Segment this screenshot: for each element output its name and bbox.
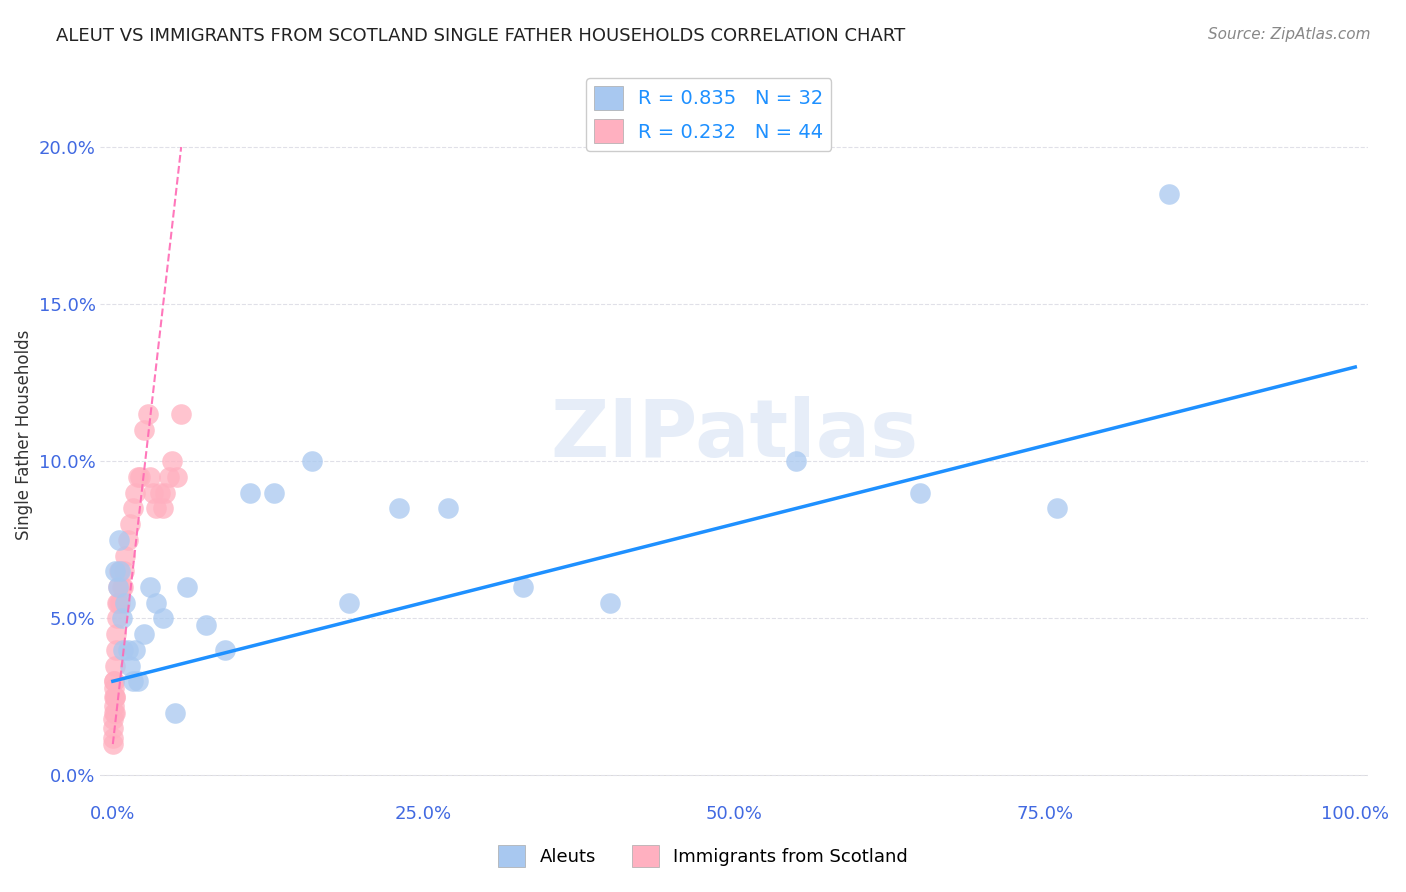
Point bbox=[170, 407, 193, 421]
Point bbox=[136, 407, 159, 421]
Point bbox=[103, 674, 125, 689]
Point bbox=[124, 485, 146, 500]
Point bbox=[153, 485, 176, 500]
Point bbox=[103, 706, 125, 720]
Point bbox=[163, 706, 186, 720]
Point bbox=[107, 580, 129, 594]
Point bbox=[214, 642, 236, 657]
Point bbox=[1046, 501, 1069, 516]
Point bbox=[145, 596, 167, 610]
Point bbox=[103, 699, 125, 714]
Point bbox=[104, 706, 127, 720]
Point bbox=[110, 596, 132, 610]
Point bbox=[162, 454, 184, 468]
Point bbox=[195, 617, 218, 632]
Point bbox=[132, 423, 155, 437]
Point bbox=[387, 501, 409, 516]
Text: ZIPatlas: ZIPatlas bbox=[550, 395, 918, 474]
Point bbox=[101, 737, 124, 751]
Point bbox=[103, 731, 125, 745]
Text: Source: ZipAtlas.com: Source: ZipAtlas.com bbox=[1208, 27, 1371, 42]
Point bbox=[152, 501, 174, 516]
Point bbox=[108, 564, 131, 578]
Point bbox=[117, 533, 139, 547]
Point bbox=[142, 485, 165, 500]
Point bbox=[105, 611, 128, 625]
Point bbox=[785, 454, 807, 468]
Point bbox=[149, 485, 172, 500]
Text: ALEUT VS IMMIGRANTS FROM SCOTLAND SINGLE FATHER HOUSEHOLDS CORRELATION CHART: ALEUT VS IMMIGRANTS FROM SCOTLAND SINGLE… bbox=[56, 27, 905, 45]
Point bbox=[108, 533, 131, 547]
Point bbox=[104, 642, 127, 657]
Point bbox=[238, 485, 260, 500]
Point bbox=[103, 722, 125, 736]
Point bbox=[104, 564, 127, 578]
Point bbox=[110, 564, 132, 578]
Point bbox=[121, 674, 143, 689]
Point bbox=[166, 470, 188, 484]
Point bbox=[103, 712, 125, 726]
Point bbox=[127, 674, 149, 689]
Point bbox=[117, 642, 139, 657]
Point bbox=[120, 517, 142, 532]
Point bbox=[104, 658, 127, 673]
Y-axis label: Single Father Households: Single Father Households bbox=[15, 329, 32, 540]
Point bbox=[337, 596, 360, 610]
Point bbox=[107, 580, 129, 594]
Point bbox=[103, 681, 125, 695]
Point bbox=[121, 501, 143, 516]
Point bbox=[104, 690, 127, 704]
Point bbox=[139, 470, 162, 484]
Point bbox=[111, 580, 134, 594]
Point bbox=[103, 690, 125, 704]
Legend: Aleuts, Immigrants from Scotland: Aleuts, Immigrants from Scotland bbox=[491, 838, 915, 874]
Point bbox=[152, 611, 174, 625]
Point bbox=[599, 596, 621, 610]
Point bbox=[127, 470, 149, 484]
Point bbox=[110, 611, 132, 625]
Point bbox=[112, 564, 135, 578]
Point bbox=[1157, 187, 1180, 202]
Point bbox=[110, 580, 132, 594]
Point bbox=[111, 642, 134, 657]
Point bbox=[301, 454, 323, 468]
Point bbox=[512, 580, 534, 594]
Point bbox=[129, 470, 152, 484]
Point bbox=[139, 580, 162, 594]
Point bbox=[176, 580, 198, 594]
Legend: R = 0.835   N = 32, R = 0.232   N = 44: R = 0.835 N = 32, R = 0.232 N = 44 bbox=[586, 78, 831, 151]
Point bbox=[157, 470, 180, 484]
Point bbox=[107, 596, 129, 610]
Point bbox=[114, 596, 136, 610]
Point bbox=[263, 485, 285, 500]
Point bbox=[120, 658, 142, 673]
Point bbox=[145, 501, 167, 516]
Point bbox=[103, 690, 125, 704]
Point bbox=[114, 549, 136, 563]
Point bbox=[437, 501, 460, 516]
Point bbox=[104, 627, 127, 641]
Point bbox=[105, 596, 128, 610]
Point bbox=[132, 627, 155, 641]
Point bbox=[124, 642, 146, 657]
Point bbox=[103, 674, 125, 689]
Point bbox=[910, 485, 932, 500]
